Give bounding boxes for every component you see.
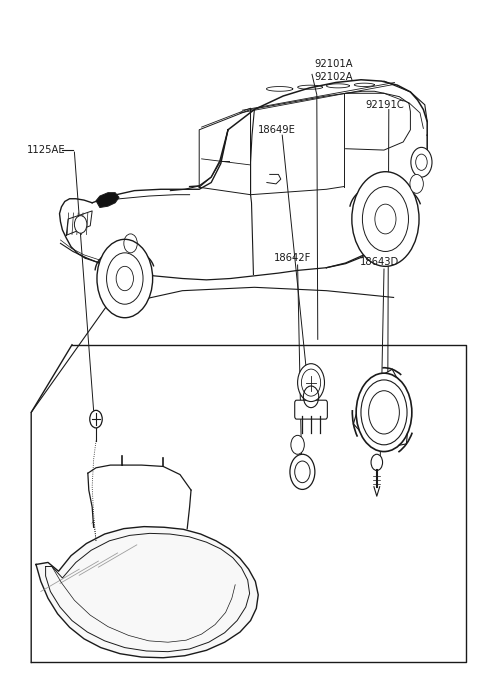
Text: 1125AE: 1125AE	[26, 145, 65, 155]
FancyBboxPatch shape	[295, 400, 327, 419]
Polygon shape	[96, 193, 119, 208]
Circle shape	[90, 410, 102, 428]
Circle shape	[411, 147, 432, 177]
Circle shape	[356, 373, 412, 452]
Circle shape	[97, 239, 153, 318]
Text: 18642F: 18642F	[274, 254, 311, 263]
Circle shape	[298, 364, 324, 402]
Text: 92191C: 92191C	[366, 100, 405, 110]
Circle shape	[74, 216, 87, 233]
Polygon shape	[36, 527, 258, 658]
Text: 92102A: 92102A	[314, 72, 353, 82]
Text: 92101A: 92101A	[314, 59, 353, 69]
Text: 18649E: 18649E	[258, 125, 296, 135]
Circle shape	[352, 172, 419, 266]
Circle shape	[291, 435, 304, 454]
Circle shape	[371, 454, 383, 470]
Text: 18643D: 18643D	[360, 258, 399, 267]
Circle shape	[410, 174, 423, 193]
Circle shape	[290, 454, 315, 489]
